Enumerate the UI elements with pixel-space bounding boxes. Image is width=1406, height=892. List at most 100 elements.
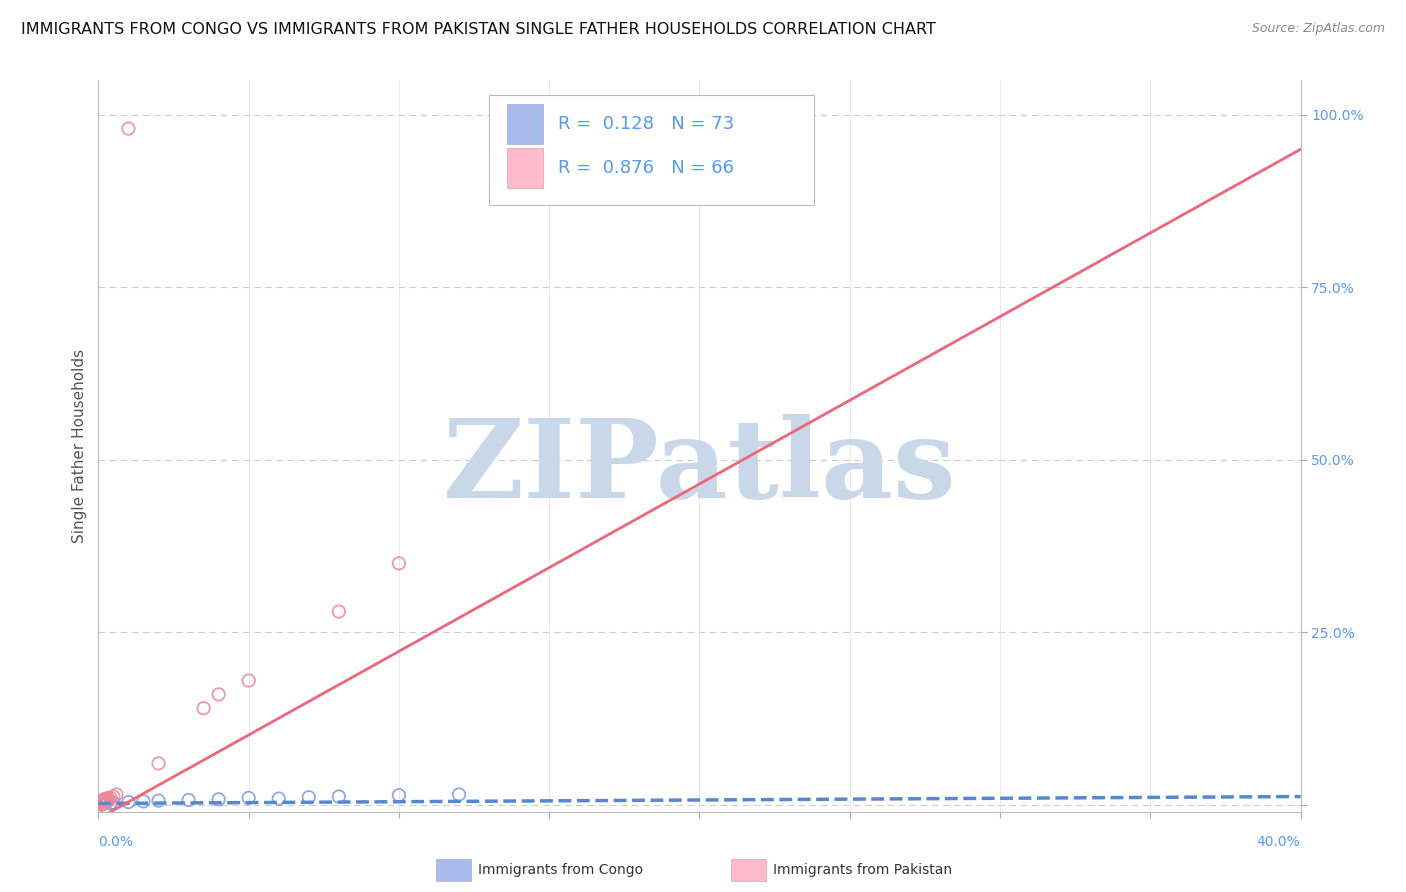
Point [90,797,112,811]
Point [93,796,115,810]
Point [93,794,115,808]
Point [90,797,112,811]
Text: R =  0.128   N = 73: R = 0.128 N = 73 [558,115,734,133]
Point [90,796,112,810]
Point [103,796,125,810]
Point [96,793,118,807]
Point [90,797,112,811]
Point [96,791,118,805]
Point [93,794,115,808]
FancyBboxPatch shape [489,95,814,204]
Point [93,795,115,809]
Point [90,797,112,811]
Point [388,788,411,802]
Point [90,797,112,811]
Point [447,788,470,802]
Point [103,789,125,804]
Point [93,795,115,809]
Point [93,793,115,807]
Point [105,788,128,802]
Point [328,605,350,619]
Point [93,795,115,809]
Point [388,557,411,571]
Point [90,797,112,811]
Point [90,797,112,811]
Text: Source: ZipAtlas.com: Source: ZipAtlas.com [1251,22,1385,36]
Point [96,792,118,806]
Point [132,794,155,808]
Point [93,794,115,808]
Point [93,793,115,807]
Text: Immigrants from Congo: Immigrants from Congo [478,863,643,877]
Point [90,797,112,811]
Point [90,796,112,810]
Point [90,797,112,811]
Point [96,791,118,805]
Point [90,796,112,810]
Point [90,796,112,810]
Point [93,794,115,808]
Point [96,794,118,808]
Point [93,794,115,808]
Point [93,794,115,808]
Point [90,797,112,811]
Point [100,791,122,805]
Point [177,793,200,807]
Point [96,792,118,806]
Point [96,792,118,806]
Point [93,795,115,809]
Point [90,796,112,810]
Point [328,789,350,804]
Point [90,796,112,810]
Point [148,794,170,808]
Text: Immigrants from Pakistan: Immigrants from Pakistan [773,863,952,877]
Point [93,794,115,808]
Point [96,791,118,805]
Point [93,794,115,808]
Point [93,794,115,808]
Point [90,797,112,811]
FancyBboxPatch shape [508,104,543,145]
Point [117,795,139,809]
Point [93,795,115,809]
Point [90,797,112,811]
Point [93,794,115,808]
Point [93,792,115,806]
Point [93,794,115,808]
Point [238,791,260,805]
Point [93,794,115,808]
Point [90,797,112,811]
Point [93,793,115,807]
Point [90,797,112,811]
Point [93,795,115,809]
Text: 0.0%: 0.0% [98,836,134,849]
Y-axis label: Single Father Households: Single Father Households [72,349,87,543]
Point [93,792,115,806]
Point [90,797,112,811]
Point [90,797,112,811]
Point [96,792,118,806]
Point [96,793,118,807]
Point [96,792,118,806]
Point [96,793,118,807]
Point [96,794,118,808]
Point [93,794,115,808]
Point [90,796,112,810]
FancyBboxPatch shape [508,148,543,188]
Point [90,796,112,810]
Point [193,701,215,715]
Point [93,795,115,809]
Point [90,797,112,811]
Point [93,794,115,808]
Point [90,797,112,811]
Point [93,794,115,808]
Point [93,795,115,809]
Point [93,794,115,808]
Point [148,756,170,771]
Point [93,794,115,808]
Point [96,791,118,805]
Point [90,797,112,811]
Point [90,796,112,810]
Point [93,795,115,809]
Point [96,794,118,808]
